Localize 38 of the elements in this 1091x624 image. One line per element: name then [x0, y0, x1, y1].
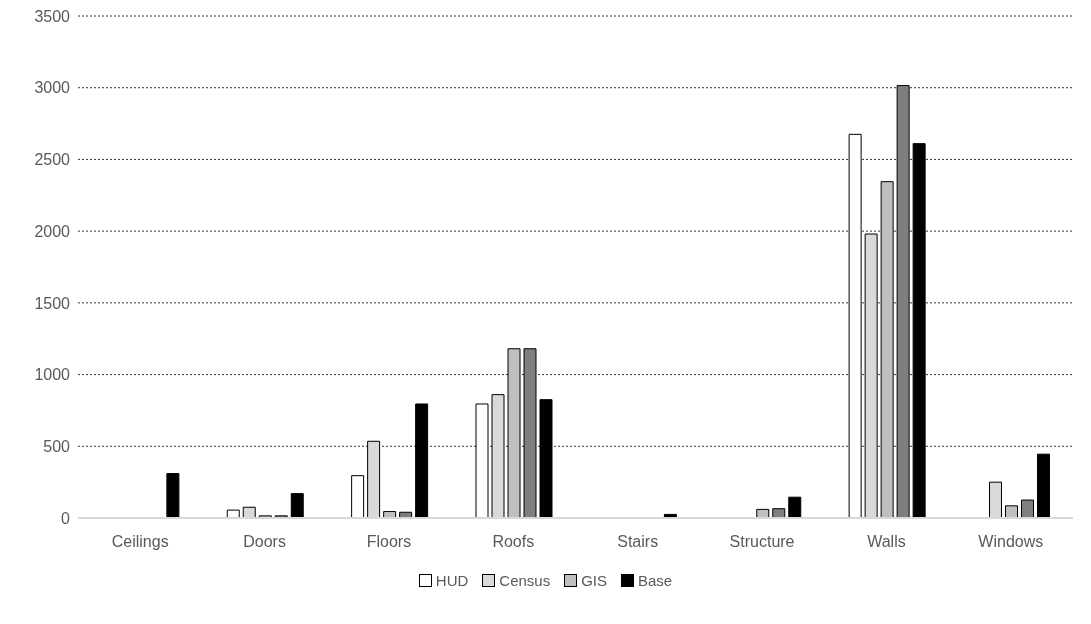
x-tick-label: Walls	[867, 533, 906, 551]
x-tick-label: Structure	[729, 533, 795, 551]
y-tick-label: 500	[43, 437, 71, 455]
legend-label: Census	[499, 572, 551, 589]
bar	[351, 475, 365, 518]
legend-label: GIS	[581, 572, 607, 589]
x-tick-label: Roofs	[492, 533, 535, 551]
y-tick-label: 1000	[34, 366, 71, 384]
bar	[1021, 499, 1034, 518]
y-tick-label: 2000	[34, 222, 71, 240]
bar	[507, 348, 521, 518]
x-tick-label: Floors	[366, 533, 412, 551]
y-tick-label: 0	[61, 509, 71, 527]
bar	[523, 348, 537, 518]
bar	[788, 496, 802, 518]
x-tick-label: Doors	[243, 533, 286, 551]
bar	[290, 493, 304, 518]
legend-label: HUD	[435, 572, 469, 589]
bar	[848, 133, 862, 518]
bar	[539, 399, 553, 518]
x-tick-label: Windows	[978, 533, 1044, 551]
x-tick-label: Stairs	[617, 533, 659, 551]
bar	[1005, 505, 1018, 518]
bar	[772, 508, 786, 518]
y-tick-label: 3500	[34, 7, 71, 25]
bar	[1037, 453, 1050, 518]
bar	[912, 143, 926, 518]
x-tick-label: Ceilings	[111, 533, 169, 551]
legend-label: Base	[638, 572, 673, 589]
y-tick-label: 2500	[34, 151, 71, 169]
bar	[226, 509, 240, 518]
bar	[415, 403, 429, 518]
y-tick-label: 3000	[34, 79, 71, 97]
bar	[475, 403, 489, 518]
y-tick-label: 1500	[34, 294, 71, 312]
bar	[166, 473, 180, 518]
bar	[896, 85, 910, 518]
bar	[880, 181, 894, 518]
